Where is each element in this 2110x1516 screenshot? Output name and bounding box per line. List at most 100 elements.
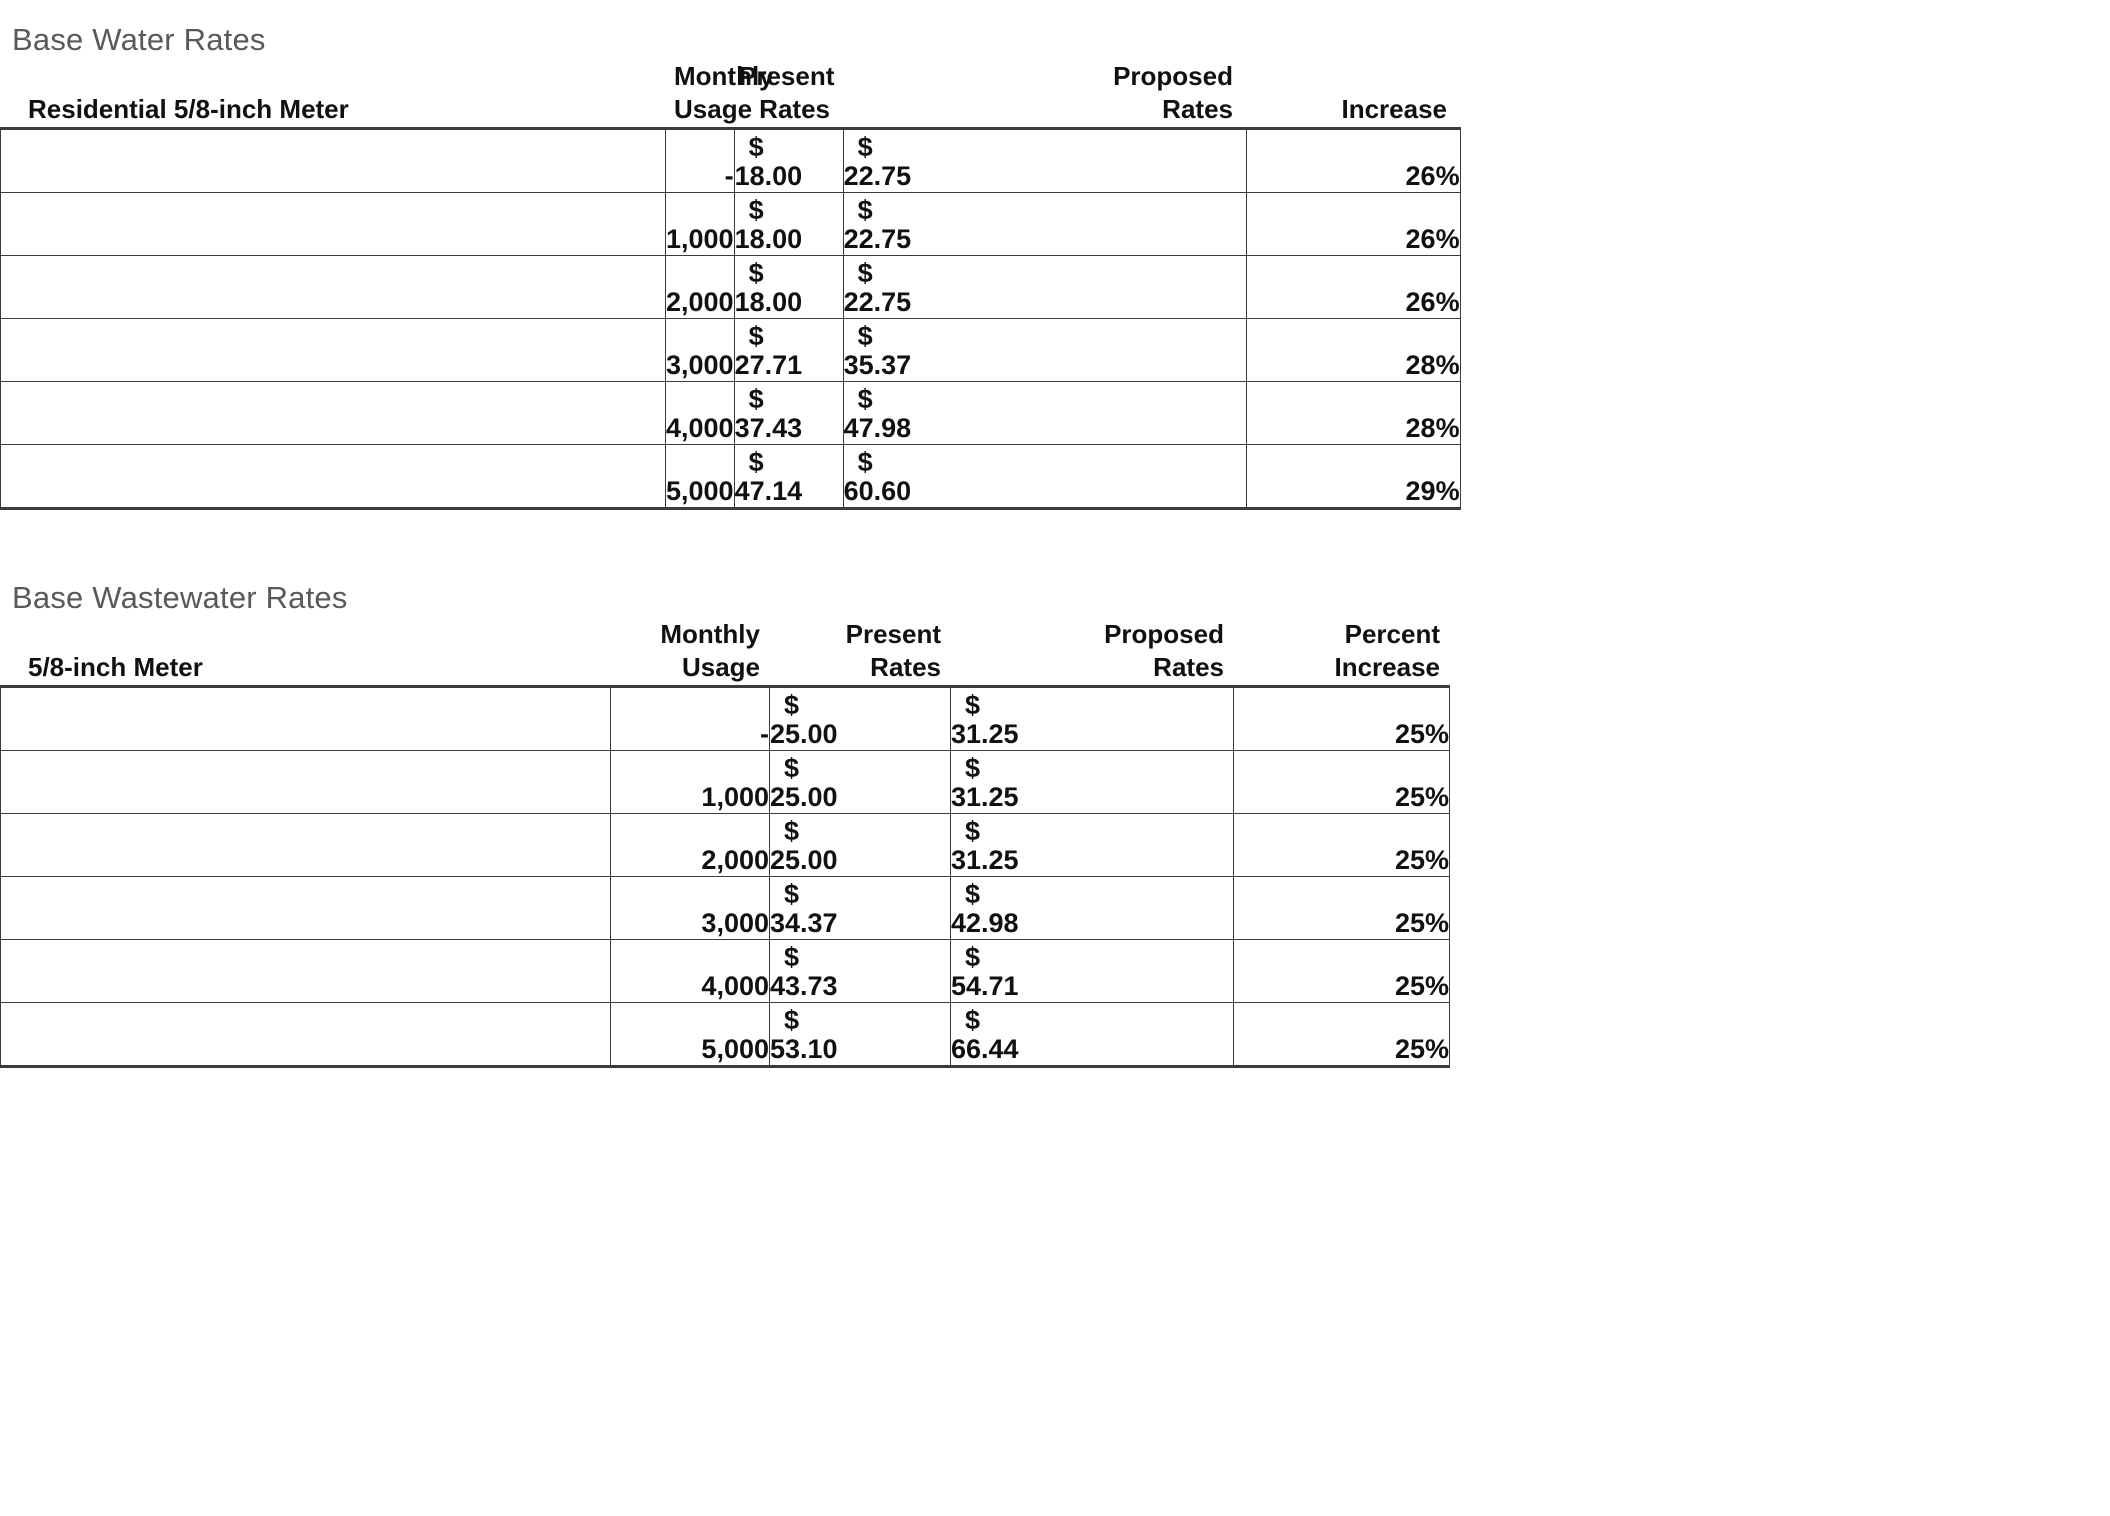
- table-row: - $25.00 $31.25 25%: [0, 684, 1450, 751]
- header-usage-line1: Monthly: [660, 619, 760, 649]
- cell-row-label: [0, 1001, 611, 1068]
- water-rates-block: Monthly Present Proposed Residential 5/8…: [0, 60, 1461, 510]
- header-usage-line2: Usage: [681, 652, 760, 683]
- cell-monthly-usage: 2,000: [610, 812, 770, 877]
- currency-symbol: $: [748, 257, 764, 288]
- header-present-line1: Present: [739, 61, 835, 91]
- header-present-line2: Rates: [870, 652, 941, 683]
- cell-present-rate: $47.14: [733, 443, 844, 510]
- header-row-label: 5/8-inch Meter: [28, 652, 203, 683]
- cell-percent-increase: 29%: [1245, 443, 1461, 510]
- cell-monthly-usage: 4,000: [665, 380, 735, 445]
- cell-percent-increase: 26%: [1245, 126, 1461, 193]
- header-usage-line1: Monthly: [674, 61, 774, 91]
- cell-monthly-usage: 2,000: [665, 254, 735, 319]
- cell-proposed-rate: $35.37: [842, 317, 1247, 382]
- cell-proposed-rate: $54.71: [950, 938, 1234, 1003]
- cell-proposed-rate: $22.75: [842, 191, 1247, 256]
- amount-value: 43.73: [770, 970, 838, 1001]
- amount-value: 60.60: [843, 475, 912, 506]
- currency-symbol: $: [965, 689, 981, 720]
- currency-symbol: $: [748, 131, 764, 162]
- cell-present-rate: $25.00: [769, 749, 951, 814]
- amount-value: 35.37: [843, 349, 912, 380]
- amount-value: 18.00: [734, 223, 803, 254]
- currency-symbol: $: [857, 383, 873, 414]
- cell-monthly-usage: 1,000: [610, 749, 770, 814]
- cell-percent-increase: 25%: [1233, 938, 1450, 1003]
- amount-value: 18.00: [734, 286, 803, 317]
- amount-value: 25.00: [770, 718, 838, 749]
- cell-proposed-rate: $42.98: [950, 875, 1234, 940]
- cell-percent-increase: 26%: [1245, 254, 1461, 319]
- amount-value: 47.98: [843, 412, 912, 443]
- table-row: - $18.00 $22.75 26%: [0, 126, 1461, 193]
- cell-row-label: [0, 684, 611, 751]
- cell-present-rate: $34.37: [769, 875, 951, 940]
- cell-monthly-usage: -: [665, 126, 735, 193]
- cell-present-rate: $18.00: [733, 191, 844, 256]
- cell-monthly-usage: 4,000: [610, 938, 770, 1003]
- cell-row-label: [0, 126, 666, 193]
- cell-percent-increase: 25%: [1233, 749, 1450, 814]
- cell-proposed-rate: $66.44: [950, 1001, 1234, 1068]
- wastewater-rates-table: - $25.00 $31.25 25% 1,000 $25.00 $31.25 25% 2,…: [0, 684, 1450, 1068]
- currency-symbol: $: [784, 689, 800, 720]
- cell-present-rate: $37.43: [733, 380, 844, 445]
- cell-proposed-rate: $31.25: [950, 684, 1234, 751]
- amount-value: 22.75: [843, 160, 912, 191]
- cell-proposed-rate: $31.25: [950, 749, 1234, 814]
- cell-percent-increase: 25%: [1233, 812, 1450, 877]
- table-row: 2,000 $18.00 $22.75 26%: [0, 254, 1461, 319]
- amount-value: 66.44: [951, 1033, 1019, 1064]
- cell-percent-increase: 25%: [1233, 875, 1450, 940]
- amount-value: 22.75: [843, 286, 912, 317]
- cell-row-label: [0, 380, 666, 445]
- currency-symbol: $: [965, 878, 981, 909]
- cell-row-label: [0, 443, 666, 510]
- section-title-water: Base Water Rates: [12, 22, 266, 57]
- cell-present-rate: $25.00: [769, 812, 951, 877]
- water-rates-table: - $18.00 $22.75 26% 1,000 $18.00 $22.75 26% 2,…: [0, 126, 1461, 510]
- currency-symbol: $: [965, 815, 981, 846]
- header-increase-line2: Increase: [1341, 94, 1447, 125]
- cell-monthly-usage: 3,000: [610, 875, 770, 940]
- currency-symbol: $: [784, 752, 800, 783]
- cell-proposed-rate: $31.25: [950, 812, 1234, 877]
- currency-symbol: $: [784, 1004, 800, 1035]
- wastewater-rates-block: Monthly Present Proposed Percent 5/8-inc…: [0, 618, 1450, 1068]
- cell-present-rate: $18.00: [733, 254, 844, 319]
- table-row: 2,000 $25.00 $31.25 25%: [0, 812, 1450, 877]
- cell-present-rate: $25.00: [769, 684, 951, 751]
- currency-symbol: $: [857, 131, 873, 162]
- table-row: 5,000 $53.10 $66.44 25%: [0, 1001, 1450, 1068]
- currency-symbol: $: [748, 320, 764, 351]
- amount-value: 54.71: [951, 970, 1019, 1001]
- amount-value: 18.00: [734, 160, 803, 191]
- header-present-line2: Rates: [759, 94, 830, 125]
- table-row: 3,000 $27.71 $35.37 28%: [0, 317, 1461, 382]
- header-proposed-line2: Rates: [1162, 94, 1233, 125]
- amount-value: 53.10: [770, 1033, 838, 1064]
- cell-present-rate: $18.00: [733, 126, 844, 193]
- cell-row-label: [0, 191, 666, 256]
- cell-percent-increase: 25%: [1233, 684, 1450, 751]
- currency-symbol: $: [784, 815, 800, 846]
- header-increase-line1: Percent: [1344, 619, 1440, 649]
- cell-monthly-usage: 5,000: [665, 443, 735, 510]
- header-increase-line2: Increase: [1334, 652, 1440, 683]
- water-table-header-band: Monthly Present Proposed Residential 5/8…: [0, 60, 1461, 127]
- currency-symbol: $: [857, 446, 873, 477]
- currency-symbol: $: [784, 941, 800, 972]
- cell-percent-increase: 25%: [1233, 1001, 1450, 1068]
- table-row: 4,000 $43.73 $54.71 25%: [0, 938, 1450, 1003]
- cell-percent-increase: 28%: [1245, 380, 1461, 445]
- cell-row-label: [0, 749, 611, 814]
- currency-symbol: $: [965, 941, 981, 972]
- header-increase-line1: [1242, 60, 1456, 93]
- cell-percent-increase: 28%: [1245, 317, 1461, 382]
- currency-symbol: $: [748, 446, 764, 477]
- cell-percent-increase: 26%: [1245, 191, 1461, 256]
- cell-present-rate: $53.10: [769, 1001, 951, 1068]
